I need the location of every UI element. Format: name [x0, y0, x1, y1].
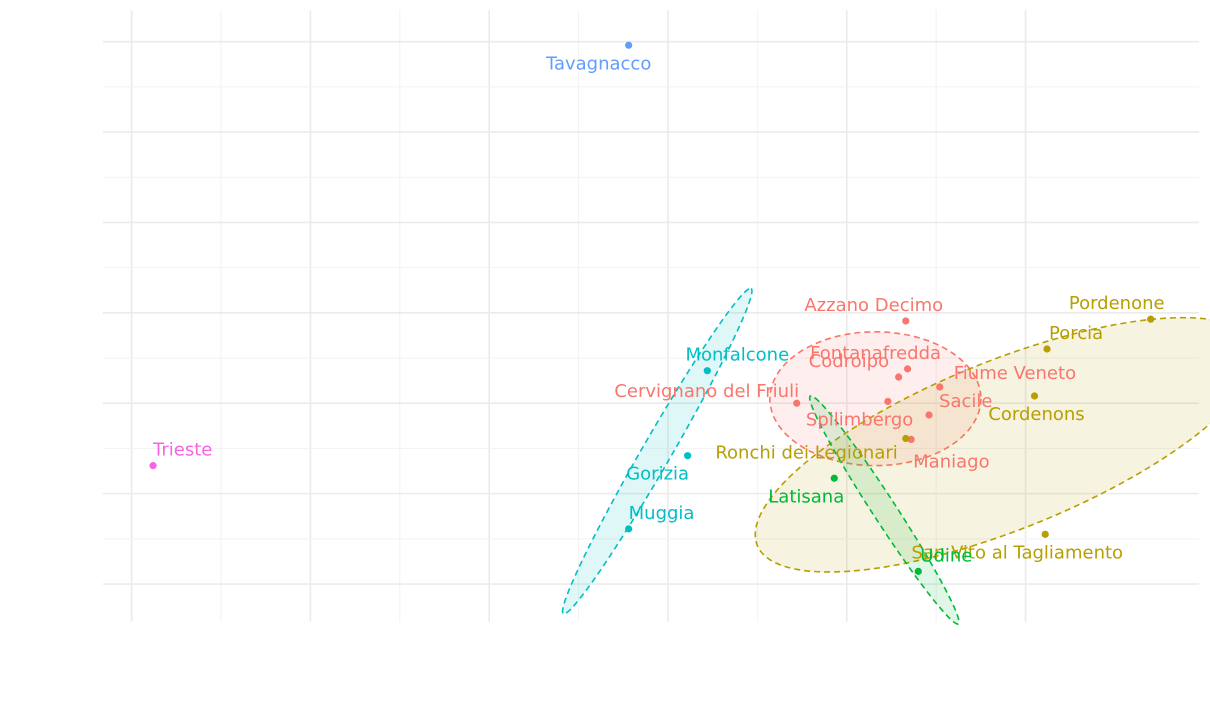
- point-label: Porcia: [1049, 323, 1103, 344]
- data-points: [149, 41, 1155, 575]
- point-label: San Vito al Tagliamento: [911, 542, 1123, 563]
- point-label: Pordenone: [1069, 293, 1165, 314]
- point-pordenone: [1147, 315, 1155, 323]
- point-monfalcone: [703, 367, 711, 375]
- point-label: Cervignano del Friuli: [614, 381, 799, 402]
- point-sacile: [925, 411, 933, 419]
- point-udine: [914, 567, 922, 575]
- point-fontanafredda: [903, 365, 912, 373]
- point-trieste: [149, 462, 157, 470]
- point-porcia: [1043, 345, 1051, 353]
- point-codroipo: [895, 373, 903, 381]
- point-label: Gorizia: [626, 464, 689, 485]
- point-muggia: [625, 525, 633, 533]
- point-san-vito-al-tagliamento: [1041, 530, 1049, 538]
- point-cervignano-del-friuli: [793, 399, 801, 407]
- point-label: Cordenons: [988, 404, 1084, 425]
- point-label: Ronchi dei Legionari: [715, 442, 897, 463]
- group-ellipse: [769, 331, 982, 467]
- grid-lines: [103, 10, 1199, 622]
- point-ronchi-dei-legionari: [902, 434, 910, 443]
- point-label: Monfalcone: [685, 345, 789, 366]
- point-label: Tavagnacco: [545, 53, 651, 74]
- point-label: Muggia: [629, 503, 695, 524]
- group-ellipse: [808, 394, 960, 625]
- point-label: Codroipo: [809, 351, 889, 372]
- point-azzano-decimo: [902, 317, 910, 325]
- point-fiume-veneto: [936, 383, 944, 391]
- point-label: Azzano Decimo: [804, 295, 943, 316]
- point-label: Fiume Veneto: [954, 363, 1076, 384]
- point-maniago: [907, 435, 915, 443]
- point-tavagnacco: [625, 41, 633, 49]
- point-label: Udine: [920, 545, 972, 566]
- point-gorizia: [684, 452, 692, 460]
- point-cordenons: [1030, 392, 1039, 400]
- point-label: Fontanafredda: [810, 343, 941, 364]
- point-label: Sacile: [939, 391, 992, 412]
- point-spilimbergo: [884, 397, 892, 406]
- group-ellipse: [754, 316, 1210, 573]
- point-label: Spilimbergo: [806, 409, 913, 430]
- point-label: Maniago: [913, 451, 989, 472]
- point-label: Latisana: [768, 486, 844, 507]
- point-latisana: [830, 474, 838, 482]
- point-label: Trieste: [152, 440, 212, 461]
